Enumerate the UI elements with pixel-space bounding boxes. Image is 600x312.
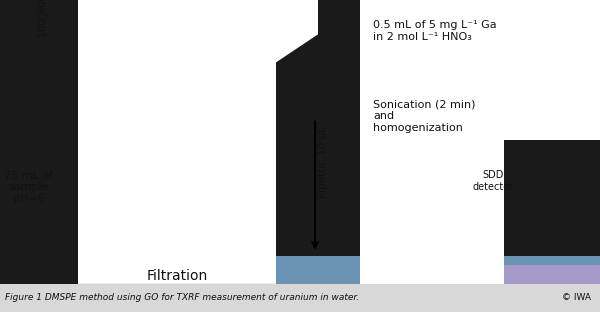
- Text: Sonication (2 min)
and
homogenization: Sonication (2 min) and homogenization: [373, 100, 476, 133]
- Text: SDD
detector: SDD detector: [473, 170, 514, 192]
- Polygon shape: [360, 0, 600, 284]
- Text: 75 mL of
sample
pH=6: 75 mL of sample pH=6: [4, 171, 53, 204]
- Polygon shape: [78, 0, 318, 284]
- FancyBboxPatch shape: [414, 256, 600, 284]
- Bar: [0, 284, 600, 312]
- Text: Pipette, 10 μL: Pipette, 10 μL: [318, 126, 328, 198]
- Text: Filtration: Filtration: [146, 269, 208, 283]
- Text: Figure 1 DMSPE method using GO for TXRF measurement of uranium in water.: Figure 1 DMSPE method using GO for TXRF …: [5, 293, 359, 301]
- Text: 100～600 μL of 4 g L⁻¹ GO: 100～600 μL of 4 g L⁻¹ GO: [38, 0, 48, 37]
- FancyBboxPatch shape: [390, 265, 600, 284]
- Text: 0.5 mL of 5 mg L⁻¹ Ga
in 2 mol L⁻¹ HNO₃: 0.5 mL of 5 mg L⁻¹ Ga in 2 mol L⁻¹ HNO₃: [373, 20, 497, 42]
- FancyBboxPatch shape: [276, 256, 390, 284]
- Text: © IWA: © IWA: [562, 293, 591, 301]
